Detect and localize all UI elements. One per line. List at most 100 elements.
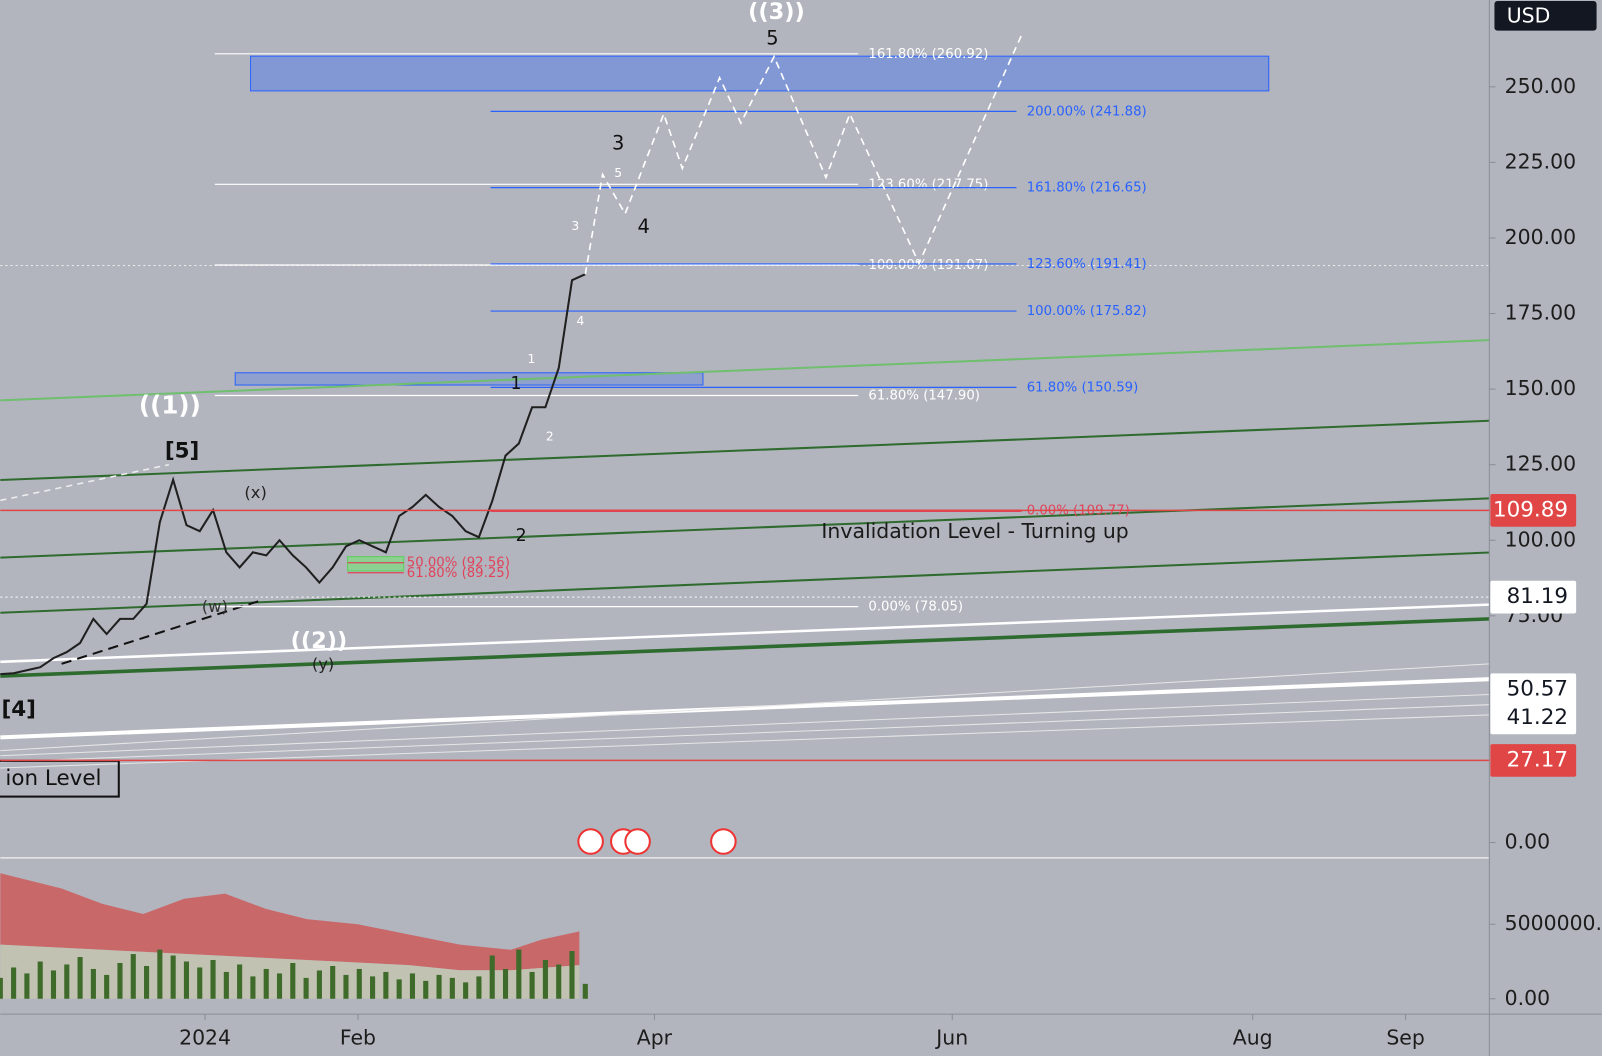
- event-flag[interactable]: [710, 828, 737, 855]
- volume-bar: [463, 982, 469, 999]
- price-line: [0, 273, 586, 676]
- wave-label: 2: [516, 526, 527, 546]
- invalidation-box-label: ion Level: [5, 766, 101, 791]
- price-label-box: [1490, 494, 1577, 527]
- trend-line: [0, 693, 1490, 757]
- volume-bar: [50, 970, 57, 999]
- volume-bar: [516, 949, 522, 999]
- price-label: 109.89: [1493, 497, 1568, 522]
- fib-label: 0.00% (109.77): [1027, 504, 1130, 519]
- volume-bar: [144, 965, 150, 999]
- volume-bar: [502, 968, 509, 999]
- volume-tick-label: 5000000.: [1505, 911, 1602, 935]
- wave-label: (y): [312, 654, 334, 673]
- y-tick-label: 250.00: [1505, 74, 1576, 98]
- x-tick-label: Apr: [637, 1026, 673, 1050]
- wave-label: [4]: [1, 697, 36, 722]
- event-flag[interactable]: [577, 828, 604, 855]
- y-tick-label: 150.00: [1505, 376, 1576, 400]
- trend-line: [0, 551, 1490, 614]
- trend-line: [0, 714, 1490, 769]
- trend-line: [0, 339, 1490, 402]
- volume-bar: [237, 964, 243, 999]
- wave-label: 3: [612, 132, 624, 155]
- volume-bar: [436, 974, 442, 999]
- volume-bar: [343, 974, 349, 999]
- fib-label: 161.80% (216.65): [1027, 181, 1147, 196]
- y-tick-label: 125.00: [1505, 452, 1576, 476]
- volume-bar: [316, 970, 322, 999]
- event-flag[interactable]: [624, 828, 651, 855]
- volume-bar: [170, 955, 176, 999]
- wave-label: ((3)): [748, 0, 805, 25]
- x-tick-label: Feb: [340, 1026, 376, 1050]
- fib-label: 100.00% (175.82): [1027, 304, 1147, 319]
- volume-tick-label: 0.00: [1505, 986, 1550, 1010]
- volume-bar: [223, 971, 229, 999]
- fib-label: 200.00% (241.88): [1027, 104, 1147, 119]
- price-label-box: [1490, 744, 1577, 777]
- wave-label: 4: [638, 215, 650, 238]
- volume-bar: [423, 980, 429, 999]
- invalidation-label: Invalidation Level - Turning up: [821, 519, 1128, 543]
- x-tick-label: 2024: [179, 1026, 231, 1050]
- wave-label: ((2)): [291, 628, 348, 654]
- wave-label: 2: [546, 430, 554, 444]
- volume-bar: [303, 977, 309, 999]
- volume-bar: [183, 961, 189, 999]
- trend-lines: [0, 265, 1490, 769]
- volume-bar: [356, 968, 362, 999]
- target-zone: [250, 55, 1270, 92]
- volume-bar: [77, 957, 83, 999]
- y-tick-label: 0.00: [1505, 830, 1550, 854]
- price-label: 50.57: [1507, 677, 1568, 702]
- y-tick-label: 200.00: [1505, 225, 1576, 249]
- volume-bar: [90, 968, 96, 999]
- volume-bar: [276, 973, 283, 999]
- volume-bar: [476, 976, 482, 999]
- volume-bar: [409, 973, 416, 999]
- wave-label: 5: [766, 26, 778, 49]
- trend-line: [0, 677, 1490, 740]
- volume-bar: [396, 979, 402, 999]
- volume-bar: [250, 976, 256, 999]
- x-tick-label: Sep: [1386, 1026, 1424, 1050]
- volume-bar: [130, 954, 136, 999]
- price-label: 81.19: [1507, 584, 1568, 609]
- volume-bar: [197, 967, 203, 999]
- volume-bar: [330, 965, 336, 999]
- price-label-box: [1490, 580, 1577, 614]
- wave-label: 1: [511, 374, 522, 394]
- volume-bar: [569, 951, 575, 999]
- volume-bar: [210, 960, 216, 999]
- wave-label: [5]: [165, 438, 200, 463]
- fib-label: 0.00% (78.05): [868, 600, 963, 615]
- trend-line: [61, 599, 262, 665]
- volume-bar: [263, 968, 269, 999]
- wave-label: 4: [577, 314, 585, 328]
- fib-label: 123.60% (191.41): [1027, 257, 1147, 272]
- trend-line: [0, 617, 1490, 678]
- fib-label: 50.00% (92.56): [407, 556, 510, 571]
- trend-line: [0, 603, 1490, 664]
- volume-bar: [64, 964, 70, 999]
- wave-label: (w): [202, 597, 228, 616]
- volume-bar: [383, 971, 389, 999]
- wave-label: (x): [244, 483, 266, 502]
- volume-bar: [0, 977, 3, 999]
- volume-bar: [556, 964, 562, 999]
- trend-line: [0, 704, 1490, 763]
- volume-bar: [582, 983, 588, 999]
- y-tick-label: 225.00: [1505, 149, 1576, 173]
- price-label-box: [1490, 673, 1577, 707]
- wave-label: ((1)): [139, 390, 201, 419]
- trend-line: [0, 497, 1490, 559]
- volume-bar: [489, 955, 495, 999]
- trend-line: [0, 663, 1490, 752]
- currency: USD: [1507, 3, 1551, 27]
- fib-label: 61.80% (89.25): [407, 566, 510, 581]
- volume-bar: [290, 962, 296, 999]
- wave-label: 3: [571, 219, 579, 233]
